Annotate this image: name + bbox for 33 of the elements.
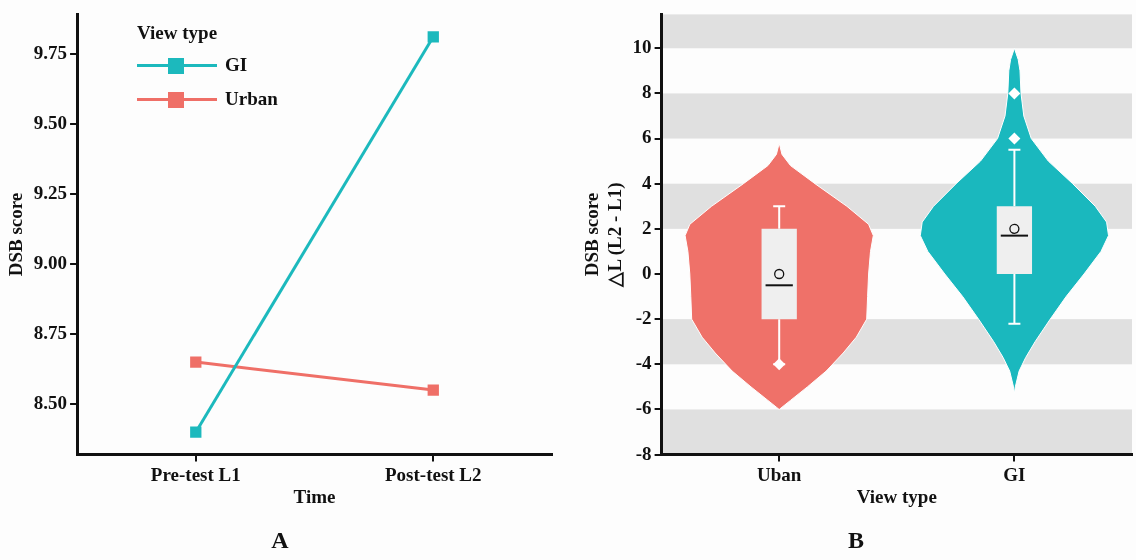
y-tick-label: 8 [642, 81, 652, 103]
legend-title: View type [137, 22, 219, 45]
x-tick-label: Post-test L2 [384, 463, 482, 485]
legend-label: Urban [225, 88, 278, 111]
y-tick-label: 2 [642, 216, 652, 238]
y-axis-title: DSB score [5, 192, 27, 277]
text: B [847, 526, 865, 553]
y-tick-label: -6 [635, 397, 652, 419]
point [427, 384, 439, 396]
point [190, 356, 202, 368]
y-tick-label: 4 [642, 171, 653, 193]
y-tick-label: 9.50 [33, 111, 68, 133]
x-axis-title: View type [856, 485, 937, 507]
x-tick-label: Uban [757, 463, 802, 485]
x-tick-label: Pre-test L1 [150, 463, 241, 485]
y-tick-label: -8 [635, 442, 652, 464]
point [427, 31, 439, 43]
text: A [271, 526, 290, 553]
y-tick-label: 9.25 [33, 181, 68, 203]
y-tick-label: 10 [632, 36, 652, 58]
y-tick-label: 0 [642, 261, 652, 283]
y-tick-label: 6 [642, 126, 652, 148]
y-axis-title: DSB score △L (L2 - L1) [581, 182, 627, 288]
y-tick-label: -4 [635, 352, 653, 374]
y-tick-label: 9.00 [33, 251, 68, 273]
y-tick-label: 9.75 [33, 41, 68, 63]
legend-label: GI [225, 54, 248, 77]
point [190, 426, 202, 438]
y-tick-label: 8.75 [33, 321, 68, 343]
y-tick-label: 8.50 [33, 392, 68, 414]
x-axis-title: Time [293, 485, 336, 507]
x-tick-label: GI [1003, 463, 1026, 485]
y-tick-label: -2 [635, 307, 652, 329]
